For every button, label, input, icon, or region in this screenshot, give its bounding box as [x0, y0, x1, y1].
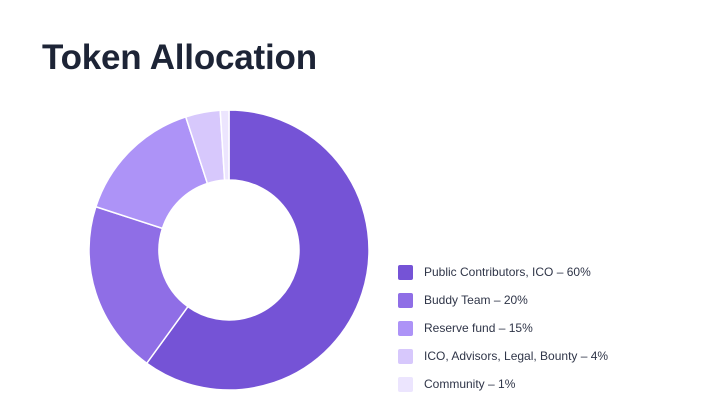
donut-slice-2 — [88, 205, 189, 365]
chart-legend: Public Contributors, ICO – 60% Buddy Tea… — [398, 258, 608, 398]
legend-label: ICO, Advisors, Legal, Bounty – 4% — [424, 349, 609, 363]
legend-label: Community – 1% — [424, 377, 516, 391]
legend-item-reserve-fund: Reserve fund – 15% — [398, 314, 608, 342]
legend-item-ico-advisors: ICO, Advisors, Legal, Bounty – 4% — [398, 342, 608, 370]
legend-swatch — [398, 376, 413, 392]
legend-label: Public Contributors, ICO – 60% — [424, 265, 591, 279]
page-title: Token Allocation — [42, 38, 317, 77]
legend-swatch — [398, 264, 413, 280]
legend-item-buddy-team: Buddy Team – 20% — [398, 286, 608, 314]
legend-swatch — [398, 348, 413, 364]
legend-swatch — [398, 320, 413, 336]
legend-swatch — [398, 292, 413, 308]
legend-label: Reserve fund – 15% — [424, 321, 533, 335]
legend-item-community: Community – 1% — [398, 370, 608, 398]
donut-slice-1 — [145, 109, 370, 391]
legend-label: Buddy Team – 20% — [424, 293, 528, 307]
legend-item-public-contributors: Public Contributors, ICO – 60% — [398, 258, 608, 286]
donut-slice-5 — [219, 109, 230, 181]
